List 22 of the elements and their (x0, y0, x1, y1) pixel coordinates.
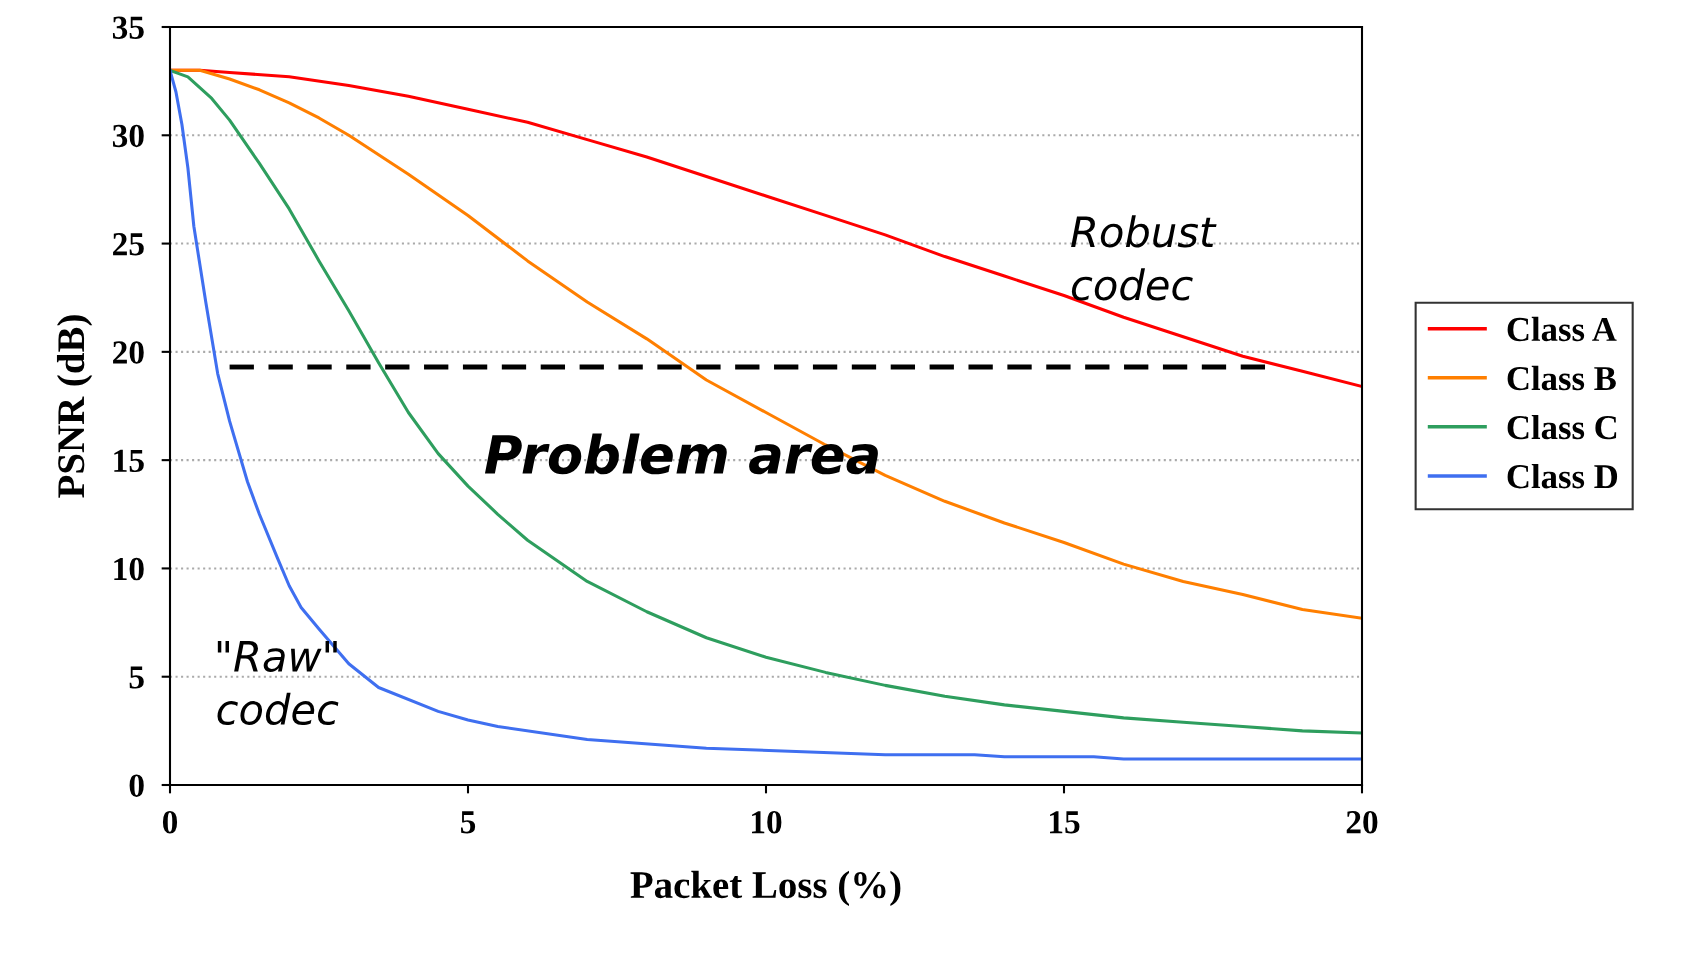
legend-label: Class C (1507, 414, 1617, 440)
y-axis-title: PSNR (dB) (56, 315, 93, 498)
x-tick-label: 15 (1050, 811, 1080, 834)
line-series (170, 68, 1362, 620)
x-tick-label: 5 (461, 811, 476, 834)
y-tick-label: 20 (113, 341, 144, 364)
y-tick-label: 15 (114, 449, 144, 473)
y-tick-label: 25 (113, 233, 144, 256)
annotation: "Raw" codec (217, 641, 339, 726)
y-tick-label: 35 (112, 16, 144, 39)
y-tick-label: 10 (114, 557, 144, 581)
annotation: Robust codec (1071, 215, 1217, 301)
legend-label: Class D (1507, 463, 1618, 489)
legend-label: Class A (1507, 316, 1617, 342)
x-tick-label: 20 (1346, 810, 1378, 834)
y-tick-label: 30 (112, 124, 144, 148)
y-tick-label: 0 (129, 774, 144, 797)
legend-label: Class B (1507, 365, 1616, 391)
x-tick-label: 0 (162, 810, 178, 834)
x-tick-label: 10 (752, 810, 782, 834)
y-tick-label: 5 (129, 666, 144, 689)
x-axis-title: Packet Loss (%) (630, 870, 901, 907)
